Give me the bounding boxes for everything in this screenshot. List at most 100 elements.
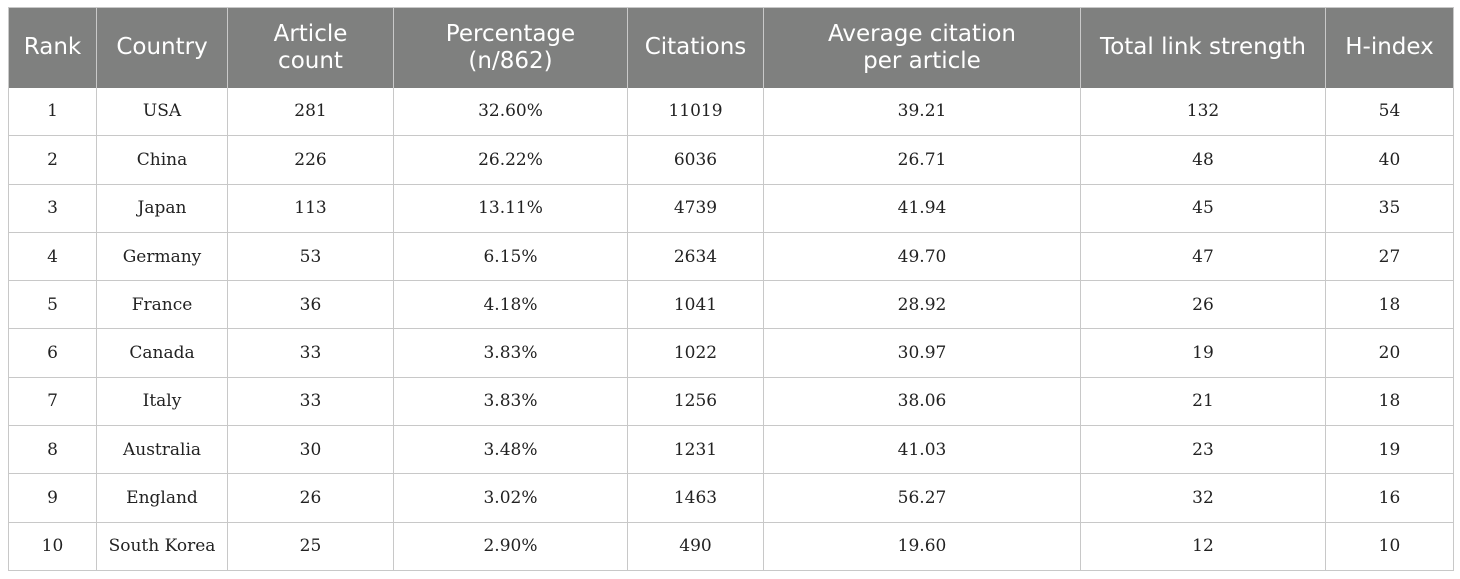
table-row: 1 USA 281 32.60% 11019 39.21 132 54 — [8, 87, 1454, 137]
h-index-header: H-index — [1325, 7, 1454, 88]
average-citation-cell: 30.97 — [763, 328, 1081, 378]
h-index-cell: 40 — [1325, 135, 1454, 185]
header-label-line: Article — [273, 20, 348, 47]
total-link-strength-cell: 26 — [1080, 280, 1326, 330]
h-index-cell: 54 — [1325, 87, 1454, 137]
percentage-cell: 2.90% — [393, 521, 628, 571]
total-link-strength-cell: 32 — [1080, 473, 1326, 523]
h-index-cell: 16 — [1325, 473, 1454, 523]
average-citation-cell: 41.94 — [763, 183, 1081, 233]
country-cell: Canada — [96, 328, 228, 378]
header-label-line: Total link strength — [1100, 34, 1306, 61]
total-link-strength-cell: 19 — [1080, 328, 1326, 378]
percentage-cell: 3.83% — [393, 376, 628, 427]
rank-cell: 10 — [8, 521, 97, 571]
article-count-cell: 281 — [227, 87, 394, 137]
country-header: Country — [96, 7, 228, 88]
article-count-cell: 53 — [227, 231, 394, 282]
rank-cell: 3 — [8, 183, 97, 233]
country-cell: England — [96, 473, 228, 523]
table-body: 1 USA 281 32.60% 11019 39.21 132 54 2 China 226 26.… — [8, 87, 1454, 571]
h-index-cell: 19 — [1325, 425, 1454, 475]
h-index-cell: 35 — [1325, 183, 1454, 233]
article-count-cell: 113 — [227, 183, 394, 233]
percentage-cell: 3.83% — [393, 328, 628, 378]
rank-cell: 8 — [8, 425, 97, 475]
header-label-line: Country — [116, 34, 208, 61]
h-index-cell: 27 — [1325, 231, 1454, 282]
country-cell: France — [96, 280, 228, 330]
percentage-cell: 32.60% — [393, 87, 628, 137]
citations-cell: 1022 — [627, 328, 764, 378]
rank-header: Rank — [8, 7, 97, 88]
table-row: 2 China 226 26.22% 6036 26.71 48 40 — [8, 135, 1454, 185]
table-row: 8 Australia 30 3.48% 1231 41.03 23 19 — [8, 425, 1454, 475]
citations-cell: 490 — [627, 521, 764, 571]
table-row: 7 Italy 33 3.83% 1256 38.06 21 18 — [8, 376, 1454, 427]
average-citation-cell: 49.70 — [763, 231, 1081, 282]
percentage-cell: 6.15% — [393, 231, 628, 282]
h-index-cell: 20 — [1325, 328, 1454, 378]
article-count-cell: 33 — [227, 376, 394, 427]
citations-cell: 6036 — [627, 135, 764, 185]
article-count-header: Article count — [227, 7, 394, 88]
average-citation-cell: 39.21 — [763, 87, 1081, 137]
citations-cell: 1231 — [627, 425, 764, 475]
article-count-cell: 33 — [227, 328, 394, 378]
article-count-cell: 25 — [227, 521, 394, 571]
header-label-line: (n/862) — [468, 47, 553, 74]
total-link-strength-cell: 45 — [1080, 183, 1326, 233]
header-label-line: Citations — [644, 34, 747, 61]
header-label-line: Average citation — [828, 20, 1016, 47]
country-table-container: Rank Country Article count Percentage (n/862)… — [8, 7, 1454, 571]
table-header: Rank Country Article count Percentage (n/862)… — [8, 7, 1454, 88]
rank-cell: 2 — [8, 135, 97, 185]
total-link-strength-cell: 21 — [1080, 376, 1326, 427]
h-index-cell: 18 — [1325, 376, 1454, 427]
table-row: 4 Germany 53 6.15% 2634 49.70 47 27 — [8, 231, 1454, 282]
article-count-cell: 226 — [227, 135, 394, 185]
percentage-cell: 26.22% — [393, 135, 628, 185]
percentage-cell: 3.48% — [393, 425, 628, 475]
header-label-line: count — [278, 47, 343, 74]
total-link-strength-cell: 47 — [1080, 231, 1326, 282]
total-link-strength-cell: 48 — [1080, 135, 1326, 185]
table-row: 9 England 26 3.02% 1463 56.27 32 16 — [8, 473, 1454, 523]
average-citation-cell: 41.03 — [763, 425, 1081, 475]
citations-cell: 2634 — [627, 231, 764, 282]
total-link-strength-cell: 12 — [1080, 521, 1326, 571]
country-cell: USA — [96, 87, 228, 137]
total-link-strength-cell: 23 — [1080, 425, 1326, 475]
rank-cell: 7 — [8, 376, 97, 427]
header-label-line: per article — [863, 47, 981, 74]
rank-cell: 1 — [8, 87, 97, 137]
header-label-line: Rank — [23, 34, 82, 61]
average-citation-header: Average citation per article — [763, 7, 1081, 88]
country-table: Rank Country Article count Percentage (n/862)… — [8, 7, 1454, 571]
header-row: Rank Country Article count Percentage (n/862)… — [8, 7, 1454, 88]
article-count-cell: 30 — [227, 425, 394, 475]
citations-cell: 4739 — [627, 183, 764, 233]
header-label-line: H-index — [1345, 34, 1434, 61]
article-count-cell: 26 — [227, 473, 394, 523]
h-index-cell: 10 — [1325, 521, 1454, 571]
percentage-header: Percentage (n/862) — [393, 7, 628, 88]
citations-cell: 1463 — [627, 473, 764, 523]
table-row: 10 South Korea 25 2.90% 490 19.60 12 10 — [8, 521, 1454, 571]
rank-cell: 9 — [8, 473, 97, 523]
average-citation-cell: 38.06 — [763, 376, 1081, 427]
percentage-cell: 13.11% — [393, 183, 628, 233]
rank-cell: 4 — [8, 231, 97, 282]
citations-cell: 1041 — [627, 280, 764, 330]
header-label-line: Percentage — [445, 20, 576, 47]
percentage-cell: 3.02% — [393, 473, 628, 523]
average-citation-cell: 28.92 — [763, 280, 1081, 330]
country-cell: Australia — [96, 425, 228, 475]
citations-cell: 11019 — [627, 87, 764, 137]
country-cell: Italy — [96, 376, 228, 427]
total-link-strength-cell: 132 — [1080, 87, 1326, 137]
average-citation-cell: 26.71 — [763, 135, 1081, 185]
citations-cell: 1256 — [627, 376, 764, 427]
article-count-cell: 36 — [227, 280, 394, 330]
table-row: 5 France 36 4.18% 1041 28.92 26 18 — [8, 280, 1454, 330]
